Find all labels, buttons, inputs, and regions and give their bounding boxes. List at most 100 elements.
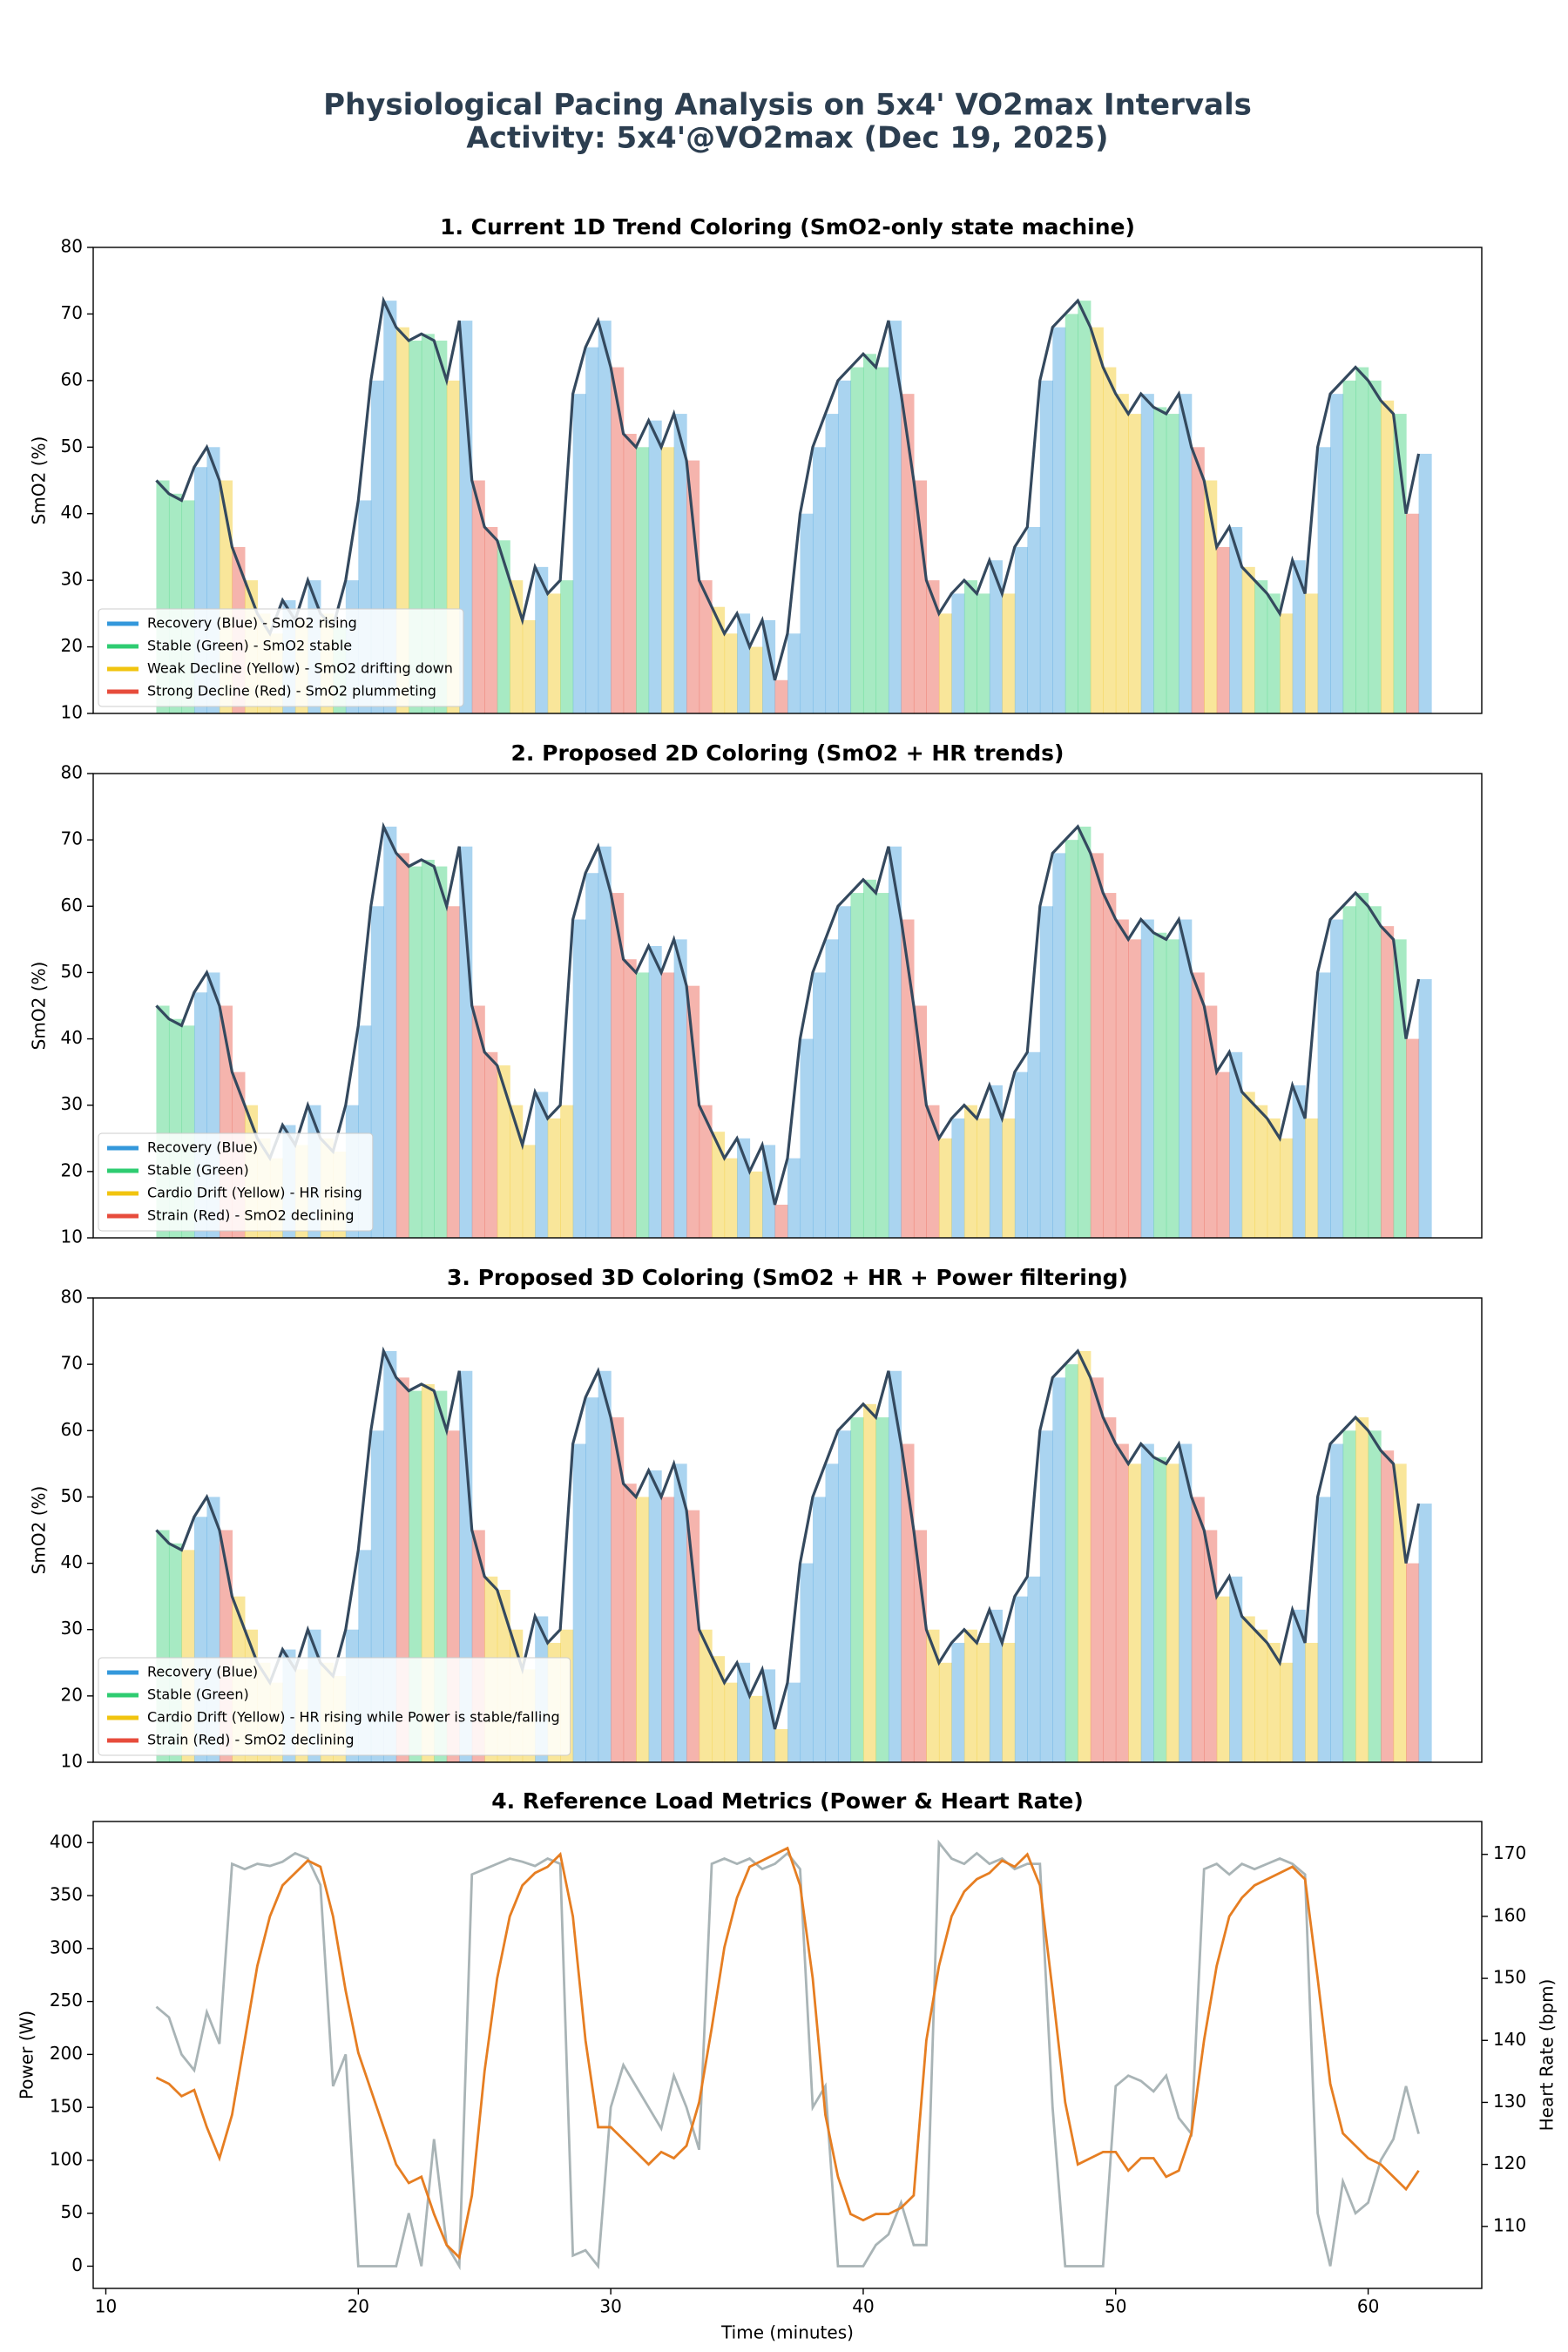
state-bar: [383, 826, 397, 1238]
state-bar: [395, 853, 409, 1238]
panel-title: 3. Proposed 3D Coloring (SmO2 + HR + Pow…: [447, 1265, 1128, 1290]
state-bar: [1128, 414, 1142, 713]
state-bar: [434, 866, 448, 1238]
state-bar: [636, 1497, 650, 1762]
state-bar: [1166, 414, 1179, 713]
state-bar: [1103, 367, 1117, 713]
y-tick-label: 10: [61, 1751, 83, 1772]
y-tick-label: 60: [61, 895, 83, 916]
state-bar: [712, 1132, 726, 1238]
state-bar: [673, 1463, 687, 1762]
state-bar: [535, 566, 549, 713]
state-bar: [699, 1629, 713, 1762]
state-bar: [774, 679, 788, 713]
state-bar: [1090, 327, 1104, 713]
y2-tick-label: 130: [1493, 2091, 1526, 2112]
y-tick-label: 300: [50, 1936, 83, 1957]
state-bar: [901, 919, 915, 1238]
panel-title: 2. Proposed 2D Coloring (SmO2 + HR trend…: [511, 740, 1064, 766]
y-tick-label: 50: [61, 961, 83, 982]
state-bar: [1229, 1576, 1243, 1762]
state-bar: [787, 633, 801, 713]
state-bar: [598, 321, 612, 713]
state-bar: [762, 1669, 776, 1762]
state-bar: [1381, 926, 1395, 1238]
state-bar: [446, 906, 460, 1238]
state-bar: [901, 394, 915, 713]
state-bar: [636, 447, 650, 713]
state-bar: [837, 380, 852, 713]
state-bar: [850, 893, 864, 1238]
state-bar: [648, 420, 662, 713]
state-bar: [749, 646, 763, 713]
y2-tick-label: 150: [1493, 1967, 1526, 1988]
state-bar: [611, 893, 625, 1238]
state-bar: [862, 1403, 877, 1762]
state-bar: [977, 1118, 990, 1238]
legend-label: Cardio Drift (Yellow) - HR rising while …: [147, 1709, 560, 1726]
state-bar: [938, 613, 952, 713]
state-bar: [497, 540, 510, 713]
x-tick-label: 10: [95, 2296, 117, 2317]
y-tick-label: 40: [61, 1551, 83, 1572]
y-tick-label: 30: [61, 1618, 83, 1639]
state-bar: [1330, 919, 1344, 1238]
state-bar: [1014, 546, 1028, 713]
state-bar: [875, 1417, 889, 1762]
state-bar: [522, 1145, 536, 1238]
x-axis-label: Time (minutes): [720, 2322, 854, 2343]
state-bar: [1128, 1463, 1142, 1762]
state-bar: [800, 1563, 814, 1762]
state-bar: [812, 972, 827, 1238]
state-bar: [1166, 1463, 1179, 1762]
hr-line: [155, 1846, 1420, 2261]
state-bar: [1166, 939, 1179, 1238]
state-bar: [1052, 1377, 1066, 1762]
y-axis-label: SmO2 (%): [29, 962, 50, 1051]
state-bar: [623, 1484, 637, 1762]
panel: Recovery (Blue) - SmO2 rising Stable (Gre…: [29, 214, 1483, 723]
state-bar: [1292, 560, 1306, 713]
state-bar: [484, 1051, 498, 1238]
state-bar: [926, 1105, 940, 1238]
state-bar: [1078, 826, 1092, 1238]
state-bar: [712, 1656, 726, 1762]
state-bar: [1216, 1596, 1230, 1762]
state-bar: [938, 1662, 952, 1762]
legend-label: Stable (Green): [147, 1686, 249, 1703]
state-bar: [1280, 1662, 1294, 1762]
state-bar: [963, 1105, 977, 1238]
state-bar: [762, 620, 776, 713]
state-bar: [1078, 1350, 1092, 1762]
state-bar: [471, 1005, 485, 1238]
legend-label: Recovery (Blue) - SmO2 rising: [147, 615, 357, 632]
state-bar: [1330, 1443, 1344, 1762]
state-bar: [661, 447, 675, 713]
y-tick-label: 200: [50, 2043, 83, 2064]
axes-frame: [92, 1821, 1483, 2289]
state-bar: [585, 1397, 599, 1762]
state-bar: [1014, 1071, 1028, 1238]
y-tick-label: 60: [61, 1419, 83, 1440]
state-bar: [1418, 1504, 1432, 1762]
state-bar: [926, 1629, 940, 1762]
y-tick-label: 80: [61, 762, 83, 783]
x-tick-label: 30: [599, 2296, 621, 2317]
state-bar: [749, 1695, 763, 1762]
state-bar: [1292, 1085, 1306, 1238]
state-bar: [875, 367, 889, 713]
state-bar: [1280, 613, 1294, 713]
smo2-line: [155, 295, 1421, 681]
state-bar: [648, 945, 662, 1238]
y-axis-label: SmO2 (%): [29, 436, 50, 525]
state-bar: [787, 1682, 801, 1762]
y-tick-label: 100: [50, 2148, 83, 2169]
figure-subtitle: Activity: 5x4'@VO2max (Dec 19, 2025): [466, 121, 1108, 156]
state-bar: [812, 1497, 827, 1762]
state-bar: [1191, 972, 1205, 1238]
state-bar: [1305, 593, 1319, 713]
state-bar: [1317, 1497, 1331, 1762]
axes-frame: [92, 1297, 1483, 1763]
state-bar: [1153, 932, 1167, 1238]
state-bar: [888, 1370, 902, 1762]
